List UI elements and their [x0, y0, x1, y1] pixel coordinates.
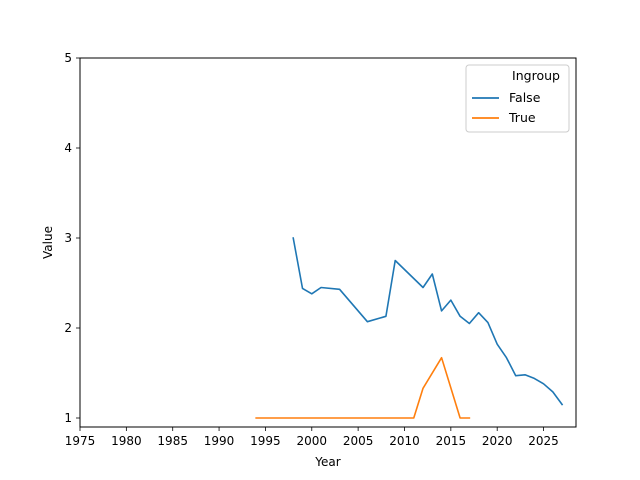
x-tick-label: 2015 — [436, 434, 467, 448]
y-axis: 1 2 3 4 5 — [64, 51, 80, 425]
legend-label-false: False — [509, 90, 541, 105]
legend-label-true: True — [508, 110, 536, 125]
x-tick-label: 1990 — [204, 434, 235, 448]
x-axis: 1975 1980 1985 1990 1995 2000 2005 2010 2015 2020… — [65, 427, 559, 448]
plot-lines — [255, 237, 564, 419]
x-tick-label: 1980 — [111, 434, 142, 448]
x-tick-label: 2020 — [482, 434, 513, 448]
x-tick-label: 1985 — [157, 434, 188, 448]
x-tick-label: 1995 — [250, 434, 281, 448]
y-tick-label: 3 — [64, 231, 72, 245]
y-axis-label: Value — [41, 226, 55, 259]
series-line-false — [292, 237, 564, 406]
x-tick-label: 1975 — [65, 434, 96, 448]
legend-title: Ingroup — [512, 68, 560, 83]
legend: Ingroup False True — [465, 64, 570, 133]
x-tick-label: 2010 — [389, 434, 420, 448]
x-tick-label: 2000 — [297, 434, 328, 448]
y-tick-label: 5 — [64, 51, 72, 65]
y-tick-label: 2 — [64, 321, 72, 335]
series-line-true — [255, 356, 471, 419]
x-axis-label: Year — [314, 455, 340, 469]
y-tick-label: 1 — [64, 411, 72, 425]
plot-frame — [79, 57, 577, 428]
legend-box — [465, 64, 570, 133]
y-tick-label: 4 — [64, 141, 72, 155]
x-tick-label: 2025 — [528, 434, 559, 448]
x-tick-label: 2005 — [343, 434, 374, 448]
